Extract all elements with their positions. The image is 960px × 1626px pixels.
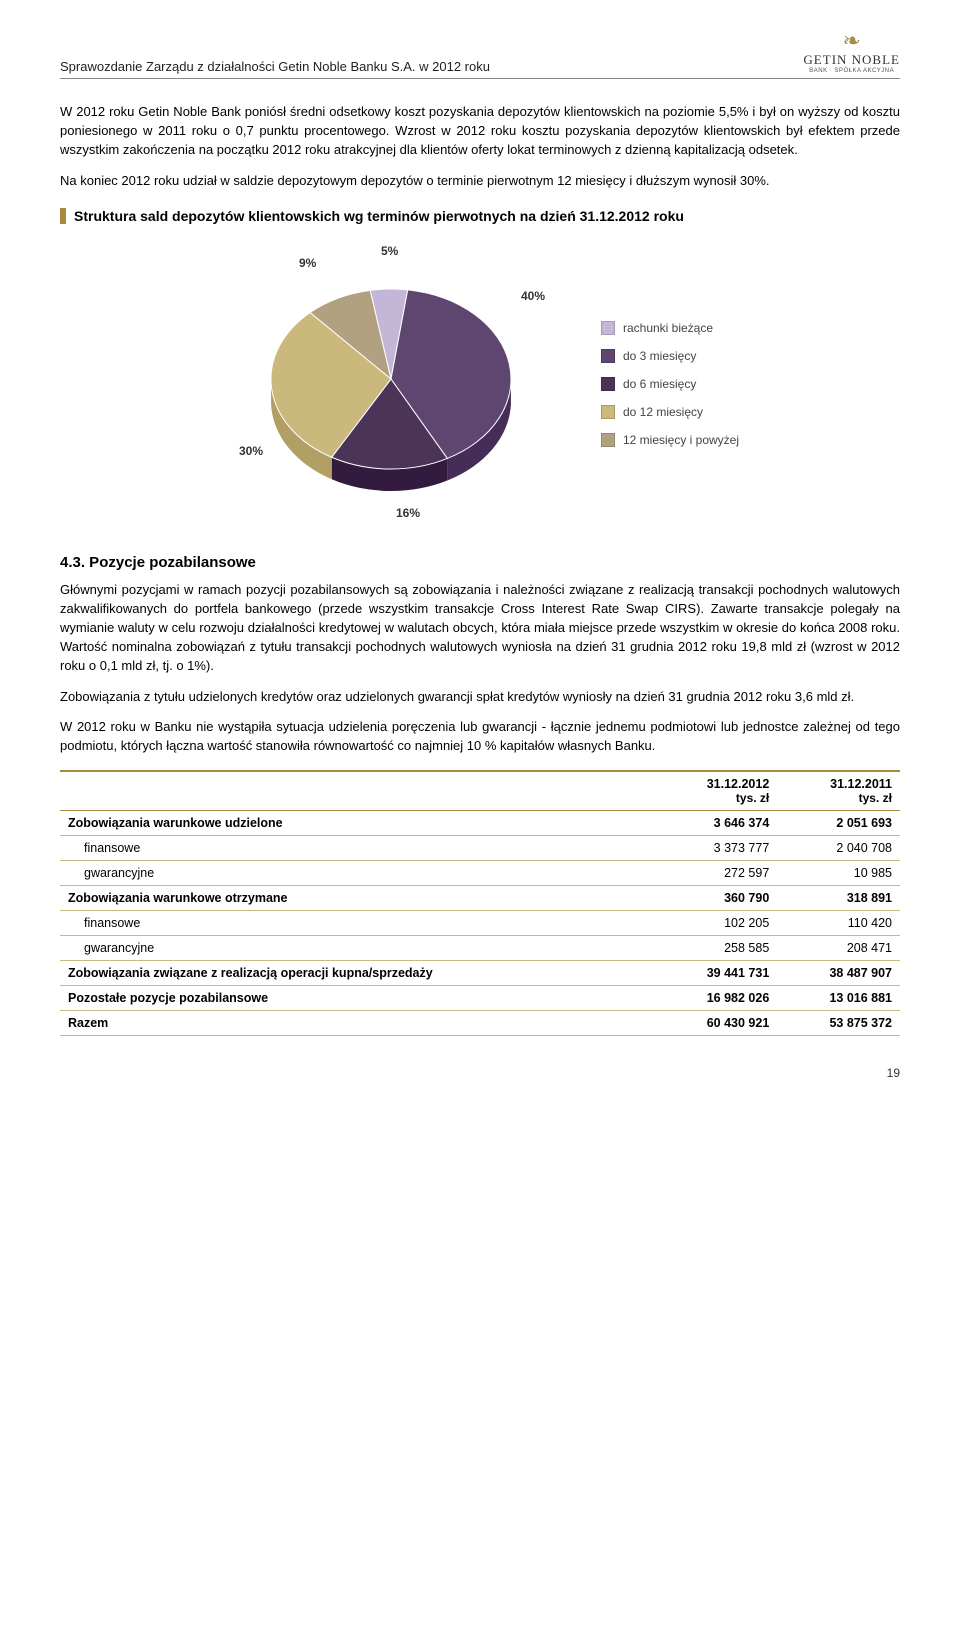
table-row: Zobowiązania warunkowe udzielone3 646 37… [60,811,900,836]
page-number: 19 [60,1066,900,1080]
table-row: Pozostałe pozycje pozabilansowe16 982 02… [60,986,900,1011]
legend-item: do 12 miesięcy [601,405,739,419]
paragraph-3: Głównymi pozycjami w ramach pozycji poza… [60,581,900,675]
pie-slice-label: 40% [521,289,545,303]
paragraph-2: Na koniec 2012 roku udział w saldzie dep… [60,172,900,191]
row-label: Pozostałe pozycje pozabilansowe [60,986,655,1011]
legend-label: do 3 miesięcy [623,349,696,363]
legend-swatch [601,433,615,447]
legend-swatch [601,321,615,335]
pie-slice-label: 5% [381,244,398,258]
row-value-2012: 102 205 [655,911,778,936]
brand-logo: ❧ GETIN NOBLE BANK · SPÓŁKA AKCYJNA [803,30,900,74]
row-value-2011: 13 016 881 [777,986,900,1011]
row-value-2012: 16 982 026 [655,986,778,1011]
table-row: gwarancyjne258 585208 471 [60,936,900,961]
table-row: Razem60 430 92153 875 372 [60,1011,900,1036]
row-label: Zobowiązania związane z realizacją opera… [60,961,655,986]
col-blank [60,771,655,811]
row-value-2011: 53 875 372 [777,1011,900,1036]
logo-subtext: BANK · SPÓŁKA AKCYJNA [809,68,894,74]
legend-swatch [601,405,615,419]
row-label: gwarancyjne [60,936,655,961]
legend-item: 12 miesięcy i powyżej [601,433,739,447]
row-value-2011: 2 051 693 [777,811,900,836]
header-title: Sprawozdanie Zarządu z działalności Geti… [60,59,490,74]
table-row: Zobowiązania związane z realizacją opera… [60,961,900,986]
off-balance-table: 31.12.2012 tys. zł 31.12.2011 tys. zł Zo… [60,770,900,1036]
col-2011: 31.12.2011 tys. zł [777,771,900,811]
row-value-2012: 258 585 [655,936,778,961]
legend-label: do 12 miesięcy [623,405,703,419]
pie-slice-label: 30% [239,444,263,458]
legend-swatch [601,349,615,363]
legend-label: do 6 miesięcy [623,377,696,391]
row-value-2011: 208 471 [777,936,900,961]
paragraph-5: W 2012 roku w Banku nie wystąpiła sytuac… [60,718,900,756]
col-2011-date: 31.12.2011 [785,777,892,791]
row-label: finansowe [60,911,655,936]
row-value-2011: 2 040 708 [777,836,900,861]
col-2012-date: 31.12.2012 [663,777,770,791]
col-2012-unit: tys. zł [663,791,770,805]
row-label: Zobowiązania warunkowe udzielone [60,811,655,836]
pie-slice-label: 16% [396,506,420,520]
legend-swatch [601,377,615,391]
row-value-2012: 360 790 [655,886,778,911]
table-row: finansowe3 373 7772 040 708 [60,836,900,861]
chart-title: Struktura sald depozytów klientowskich w… [74,208,684,224]
table-row: finansowe102 205110 420 [60,911,900,936]
legend-item: do 6 miesięcy [601,377,739,391]
tree-icon: ❧ [842,30,860,52]
row-label: Zobowiązania warunkowe otrzymane [60,886,655,911]
pie-chart: 5% 40% 16% 30% 9% rachunki bieżące do 3 miesi… [60,244,900,524]
paragraph-1: W 2012 roku Getin Noble Bank poniósł śre… [60,103,900,160]
legend-item: rachunki bieżące [601,321,739,335]
row-value-2012: 3 646 374 [655,811,778,836]
pie-canvas: 5% 40% 16% 30% 9% [221,244,561,524]
row-value-2012: 39 441 731 [655,961,778,986]
legend-label: rachunki bieżące [623,321,713,335]
page-header: Sprawozdanie Zarządu z działalności Geti… [60,30,900,79]
row-value-2011: 318 891 [777,886,900,911]
chart-legend: rachunki bieżące do 3 miesięcy do 6 miesię… [601,307,739,461]
row-value-2012: 272 597 [655,861,778,886]
section-4-3-heading: 4.3. Pozycje pozabilansowe [60,554,900,571]
row-value-2012: 60 430 921 [655,1011,778,1036]
col-2012: 31.12.2012 tys. zł [655,771,778,811]
row-label: Razem [60,1011,655,1036]
pie-slice-label: 9% [299,256,316,270]
legend-item: do 3 miesięcy [601,349,739,363]
legend-label: 12 miesięcy i powyżej [623,433,739,447]
row-value-2011: 10 985 [777,861,900,886]
table-row: gwarancyjne272 59710 985 [60,861,900,886]
row-label: finansowe [60,836,655,861]
row-value-2012: 3 373 777 [655,836,778,861]
table-row: Zobowiązania warunkowe otrzymane360 7903… [60,886,900,911]
logo-text: GETIN NOBLE [803,52,900,68]
row-value-2011: 38 487 907 [777,961,900,986]
row-label: gwarancyjne [60,861,655,886]
col-2011-unit: tys. zł [785,791,892,805]
accent-bar [60,208,66,224]
chart-section-heading: Struktura sald depozytów klientowskich w… [60,208,900,224]
paragraph-4: Zobowiązania z tytułu udzielonych kredyt… [60,688,900,707]
row-value-2011: 110 420 [777,911,900,936]
